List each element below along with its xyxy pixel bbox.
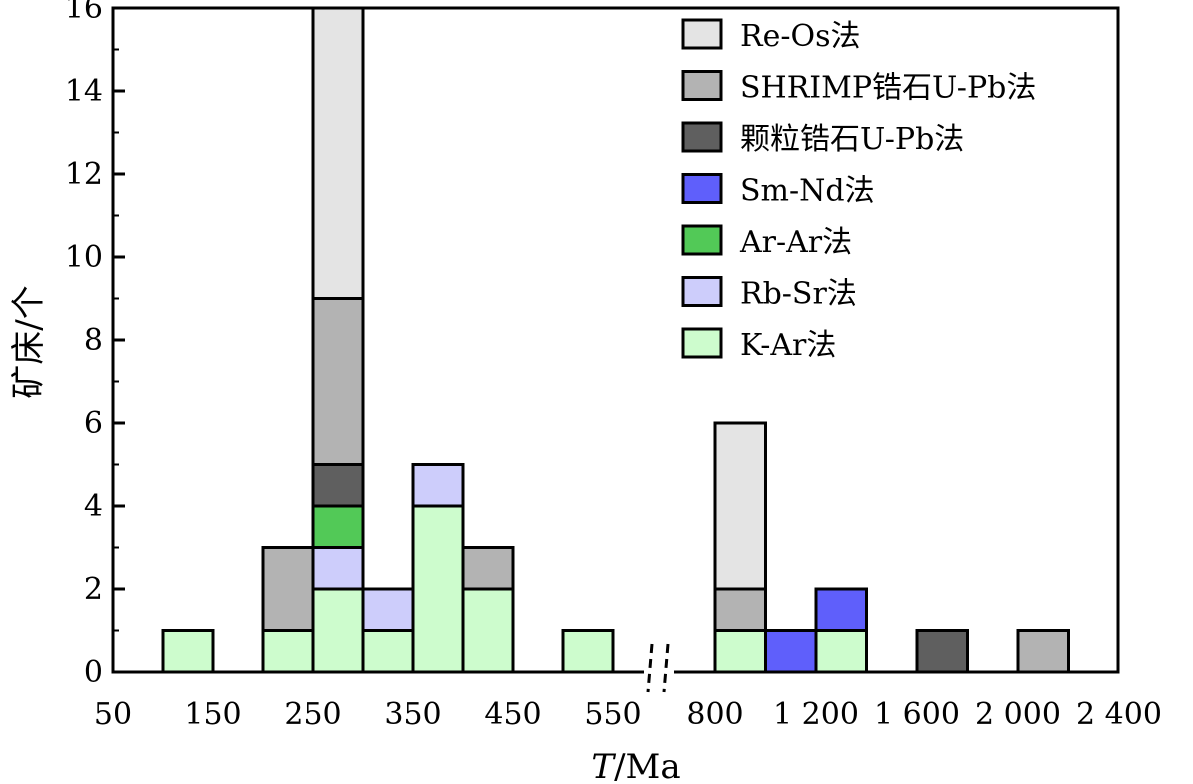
x-tick-label: 800 — [686, 697, 743, 732]
bar-segment-400-450 — [461, 546, 515, 591]
bar-segment-250-300 — [311, 463, 365, 508]
bar-segment-350-400 — [411, 504, 465, 674]
legend-label: 颗粒锆石U-Pb法 — [740, 122, 964, 157]
bar-segment-1000-1200 — [764, 629, 818, 674]
x-tick-label: 1 200 — [773, 697, 859, 732]
legend-label: Re-Os法 — [740, 19, 860, 54]
x-tick-label: 250 — [284, 697, 341, 732]
y-tick-label: 10 — [65, 240, 103, 275]
x-axis-title-variable: T — [591, 747, 616, 784]
x-axis: 50 150 250 350 450 550 800 1 200 1 600 2 000 2 400 — [94, 697, 1162, 732]
y-tick-label: 2 — [84, 572, 103, 607]
x-axis-title-unit: /Ma — [614, 747, 681, 784]
x-tick-label: 2 000 — [975, 697, 1061, 732]
axis-break-marker — [644, 640, 674, 696]
bar-segment-2000-2200 — [1016, 629, 1070, 674]
legend-label: Sm-Nd法 — [740, 174, 875, 209]
bar-segment-1600-1800 — [915, 629, 969, 674]
y-tick-label: 12 — [65, 157, 103, 192]
bar-segment-200-250 — [261, 546, 315, 632]
legend-label: K-Ar法 — [740, 328, 836, 363]
x-tick-label: 550 — [584, 697, 641, 732]
x-tick-label: 2 400 — [1076, 697, 1162, 732]
y-tick-label: 0 — [84, 655, 103, 690]
y-tick-label: 8 — [84, 323, 103, 358]
legend-swatch — [681, 121, 723, 153]
x-tick-label: 50 — [94, 697, 132, 732]
legend-label: SHRIMP锆石U-Pb法 — [740, 71, 1036, 106]
x-tick-label: 350 — [384, 697, 441, 732]
bar-segment-250-300 — [311, 6, 365, 300]
bar-segment-300-350 — [361, 629, 415, 674]
x-tick-label: 150 — [184, 697, 241, 732]
bar-segment-200-250 — [261, 629, 315, 674]
legend-label: Ar-Ar法 — [739, 225, 852, 260]
bar-segment-800-1000 — [713, 421, 767, 591]
x-axis-title: T/Ma — [591, 747, 680, 784]
legend-label: Rb-Sr法 — [740, 277, 857, 312]
bar-segment-800-1000 — [713, 587, 767, 632]
bar-segment-500-550 — [561, 629, 615, 674]
y-tick-label: 4 — [84, 489, 103, 524]
y-tick-label: 6 — [84, 406, 103, 441]
bar-segment-100-150 — [161, 629, 215, 674]
y-tick-label: 14 — [65, 74, 103, 109]
bar-segment-250-300 — [311, 546, 365, 591]
y-axis-title: 矿床/个 — [9, 285, 49, 398]
bar-segment-250-300 — [311, 587, 365, 674]
y-tick-label: 16 — [65, 0, 103, 26]
bar-segment-400-450 — [461, 587, 515, 674]
bar-segment-300-350 — [361, 587, 415, 632]
legend-swatch — [681, 18, 723, 50]
legend-swatch — [681, 276, 723, 307]
x-tick-label: 450 — [484, 697, 541, 732]
bar-segment-350-400 — [411, 463, 465, 508]
y-axis: 0 2 4 6 8 10 12 14 16 — [65, 0, 125, 690]
bar-segment-250-300 — [311, 297, 365, 466]
legend-swatch — [681, 173, 723, 204]
x-tick-label: 1 600 — [874, 697, 960, 732]
legend-swatch — [681, 224, 723, 256]
bars-layer — [161, 6, 1070, 674]
legend-swatch — [681, 70, 723, 101]
bar-segment-1200-1400 — [814, 629, 868, 674]
bar-segment-250-300 — [311, 504, 365, 549]
bar-segment-800-1000 — [713, 629, 767, 674]
bar-segment-1200-1400 — [814, 587, 868, 632]
legend-swatch — [681, 327, 723, 359]
